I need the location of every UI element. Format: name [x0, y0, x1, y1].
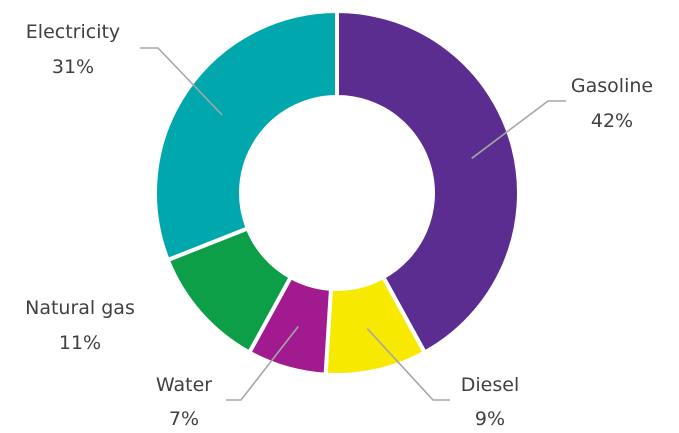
leader-line-water — [226, 325, 299, 401]
value-label-natural-gas: 11% — [59, 332, 101, 354]
category-label-natural-gas: Natural gas — [25, 297, 135, 319]
category-label-electricity: Electricity — [26, 21, 120, 43]
leader-line-gasoline — [471, 100, 566, 160]
value-label-electricity: 31% — [52, 56, 94, 78]
leader-line-diesel — [366, 328, 450, 401]
leader-line-electricity — [140, 47, 223, 116]
label-water: Water 7% — [156, 374, 212, 430]
category-label-gasoline: Gasoline — [571, 75, 653, 97]
value-label-gasoline: 42% — [591, 110, 633, 132]
value-label-water: 7% — [169, 408, 199, 430]
value-label-diesel: 9% — [475, 408, 505, 430]
slice-gasoline — [335, 8, 521, 356]
category-label-water: Water — [156, 374, 212, 396]
label-gasoline: Gasoline 42% — [571, 75, 653, 132]
donut-slices — [153, 8, 521, 377]
label-natural-gas: Natural gas 11% — [25, 297, 135, 354]
label-electricity: Electricity 31% — [26, 21, 120, 78]
leader-lines — [140, 47, 566, 401]
slice-electricity — [153, 8, 339, 263]
category-label-diesel: Diesel — [461, 374, 519, 396]
label-diesel: Diesel 9% — [461, 374, 519, 430]
